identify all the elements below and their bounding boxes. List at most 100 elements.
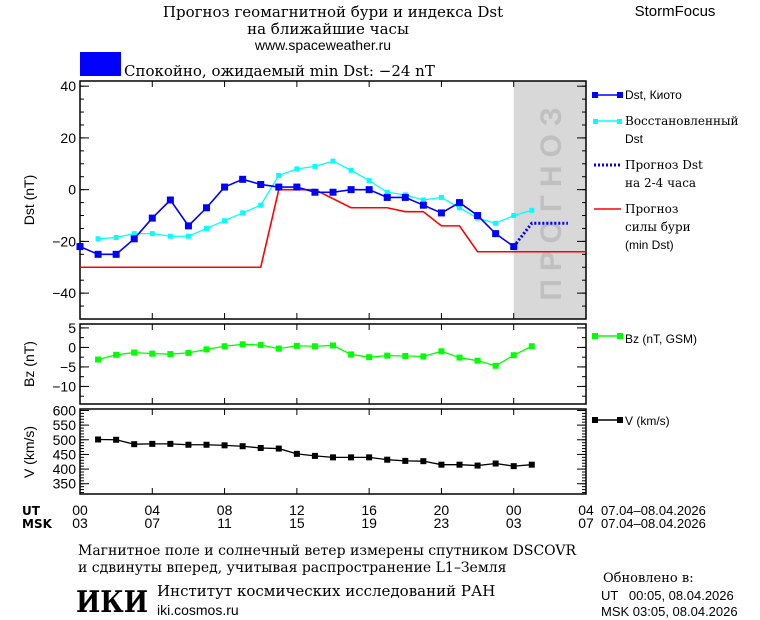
legend-dst-restored-label-1: Восстановленный — [625, 114, 739, 128]
dst-restored-series-point — [276, 172, 282, 178]
footer-note-1: Магнитное поле и солнечный ветер измерен… — [78, 543, 577, 559]
dst-kyoto-series-point — [166, 196, 174, 204]
legend-dst-restored-label-2: Dst — [625, 132, 644, 146]
dst-kyoto-series-point — [492, 230, 500, 238]
legend-dst-kyoto-label: Dst, Киото — [625, 88, 682, 102]
dst-kyoto-series-point — [383, 193, 391, 201]
updated-msk: MSK 03:05, 08.04.2026 — [601, 604, 738, 619]
dst-kyoto-series-point — [347, 186, 355, 194]
x-tick-label-msk: 19 — [361, 515, 377, 531]
bz-series — [95, 341, 535, 369]
v-series-point — [420, 458, 427, 465]
legend-dst-forecast-label-1: Прогноз Dst — [625, 158, 703, 172]
v-series-point — [257, 444, 264, 451]
bz-series-point — [456, 354, 463, 361]
x-tick-label-ut: 04 — [144, 502, 160, 518]
y-tick-label: 40 — [60, 78, 76, 94]
v-series-point — [185, 441, 192, 448]
forecast-shade — [513, 81, 586, 319]
dst-kyoto-series-point — [437, 209, 445, 217]
v-series-point — [456, 461, 463, 468]
title-line-1: Прогноз геомагнитной бури и индекса Dst — [163, 3, 503, 21]
y-tick-label: 500 — [53, 432, 77, 448]
ut-label: UT — [22, 504, 41, 518]
v-axis-label: V (km/s) — [21, 426, 37, 478]
institute-url[interactable]: iki.cosmos.ru — [157, 602, 239, 618]
bz-series-point — [311, 343, 318, 350]
dst-restored-series-point — [312, 163, 318, 169]
y-tick-label: 550 — [53, 417, 77, 433]
updated-label: Обновлено в: — [603, 571, 694, 586]
dst-restored-series-point — [185, 233, 191, 239]
v-series-point — [492, 460, 499, 467]
legend-dst-kyoto: Dst, Киото — [592, 88, 682, 102]
dst-restored-series — [95, 158, 535, 242]
panel-frame — [79, 323, 587, 405]
v-series-point — [384, 456, 391, 463]
institute-name: Институт космических исследований РАН — [157, 582, 495, 600]
x-tick-label-ut: 00 — [506, 502, 522, 518]
dst-restored-series-point — [511, 213, 517, 219]
legend-storm-label-3: (min Dst) — [625, 238, 674, 252]
bz-series-point — [185, 349, 192, 356]
bz-series-point — [510, 352, 517, 359]
panel-frame — [79, 80, 587, 320]
dst-kyoto-series-point — [456, 199, 463, 207]
dst-restored-series-point — [366, 178, 372, 184]
dst-restored-series-point — [149, 231, 155, 237]
updated-ut: UT 00:05, 08.04.2026 — [601, 588, 734, 603]
source-url: www.spaceweather.ru — [254, 37, 391, 53]
bz-series-point — [474, 357, 481, 364]
v-series-point — [528, 461, 535, 468]
x-tick-label-msk: 03 — [506, 515, 522, 531]
y-tick-label: −5 — [60, 359, 76, 375]
legend-storm-label-2: силы бури — [625, 220, 691, 234]
dst-kyoto-series-point — [474, 212, 482, 220]
dst-restored-series-point — [330, 158, 336, 164]
v-series-point — [167, 440, 174, 447]
legend-v: V (km/s) — [592, 414, 670, 428]
dst-kyoto-series-point — [76, 243, 84, 251]
bz-series-point — [492, 362, 499, 369]
forecast-region: ПРОГНОЗ — [513, 81, 586, 319]
dst-restored-series-point — [294, 166, 300, 172]
x-tick-label-ut: 16 — [361, 502, 377, 518]
v-series-line — [98, 438, 532, 467]
x-tick-label-msk: 07 — [578, 515, 594, 531]
v-series-point — [366, 454, 373, 461]
msk-label: MSK — [22, 517, 53, 531]
bz-series-point — [330, 342, 336, 349]
storm-forecast-series-line — [80, 188, 586, 269]
v-series-point — [113, 436, 120, 443]
dst-restored-series-point — [457, 205, 462, 211]
dst-kyoto-series-point — [257, 180, 265, 188]
v-series-point — [95, 436, 102, 443]
dst-restored-series-point — [240, 210, 246, 216]
storm-forecast-series — [80, 188, 586, 269]
y-tick-label: 600 — [53, 402, 77, 418]
legend-storm-forecast: Прогноз силы бури (min Dst) — [594, 202, 691, 252]
bz-series-point — [528, 343, 535, 350]
v-series-point — [330, 454, 336, 461]
x-tick-label-ut: 08 — [217, 502, 233, 518]
v-series-point — [239, 443, 246, 450]
x-tick-label-ut: 00 — [72, 502, 88, 518]
bz-series-point — [203, 346, 210, 353]
bz-series-point — [221, 343, 228, 350]
dst-kyoto-series-point — [239, 175, 247, 183]
dst-restored-series-point — [420, 197, 426, 203]
bz-series-point — [167, 351, 174, 358]
x-tick-label-ut: 04 — [578, 502, 594, 518]
x-tick-label-ut: 12 — [289, 502, 305, 518]
legend-bz: Bz (nT, GSM) — [592, 332, 697, 346]
v-series-point — [348, 454, 355, 461]
dst-kyoto-series-point — [148, 214, 156, 222]
dst-kyoto-series-point — [401, 193, 409, 201]
bz-series-point — [402, 353, 409, 359]
bz-series-point — [95, 356, 102, 363]
dst-kyoto-series-point — [293, 183, 301, 191]
dst-forecast-series — [512, 221, 568, 248]
v-series-point — [402, 457, 409, 464]
v-series-point — [438, 461, 445, 468]
